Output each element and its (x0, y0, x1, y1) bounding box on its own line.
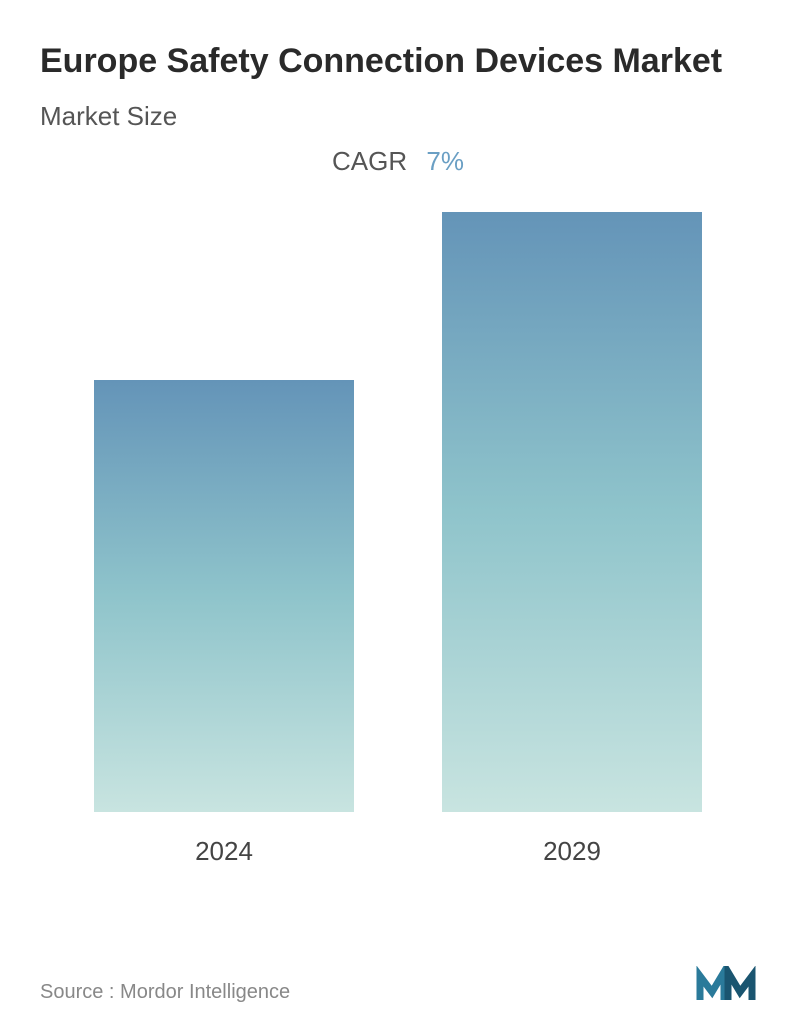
bar-label-2029: 2029 (543, 836, 601, 867)
source-text: Source : Mordor Intelligence (40, 981, 290, 1004)
cagr-label: CAGR (332, 146, 407, 176)
chart-title: Europe Safety Connection Devices Market (40, 40, 756, 83)
bar-2024 (94, 380, 354, 812)
bar-group-2024: 2024 (90, 207, 358, 867)
bars-container: 2024 2029 (60, 207, 736, 867)
bar-group-2029: 2029 (438, 207, 706, 867)
chart-area: 2024 2029 (40, 207, 756, 867)
bar-label-2024: 2024 (195, 836, 253, 867)
mordor-logo-icon (696, 966, 756, 1004)
cagr-row: CAGR 7% (40, 146, 756, 177)
chart-subtitle: Market Size (40, 101, 756, 132)
bar-2029 (442, 212, 702, 812)
footer: Source : Mordor Intelligence (40, 966, 756, 1004)
cagr-value: 7% (426, 146, 464, 176)
